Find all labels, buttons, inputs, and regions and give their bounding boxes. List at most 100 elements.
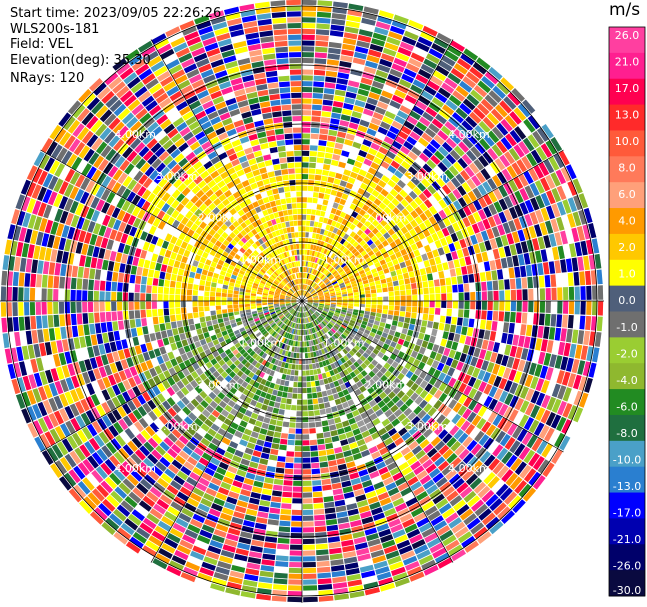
range-gate-cell <box>519 188 529 201</box>
range-gate-cell <box>460 53 475 66</box>
range-gate-cell <box>311 387 317 393</box>
range-gate-cell <box>537 459 550 474</box>
range-gate-cell <box>341 307 348 311</box>
range-gate-cell <box>302 341 305 347</box>
range-gate-cell <box>302 527 315 533</box>
range-gate-cell <box>509 278 516 290</box>
range-gate-cell <box>305 226 310 232</box>
range-gate-cell <box>307 299 313 301</box>
range-gate-cell <box>579 315 586 330</box>
range-gate-cell <box>410 219 418 228</box>
range-gate-cell <box>314 514 325 521</box>
range-gate-cell <box>345 431 354 439</box>
range-gate-cell <box>2 333 10 349</box>
range-gate-cell <box>216 314 223 319</box>
range-gate-cell <box>388 382 397 391</box>
range-gate-cell <box>336 266 342 272</box>
range-gate-cell <box>504 344 512 356</box>
range-gate-cell <box>444 169 455 180</box>
range-gate-cell <box>350 116 361 124</box>
range-gate-cell <box>349 203 357 211</box>
range-gate-cell <box>482 218 491 230</box>
range-gate-cell <box>367 260 374 267</box>
range-gate-cell <box>509 476 523 490</box>
range-gate-cell <box>359 327 365 332</box>
range-gate-cell <box>365 338 372 345</box>
range-gate-cell <box>489 238 498 250</box>
range-gate-cell <box>375 312 382 318</box>
range-gate-cell <box>371 297 377 301</box>
range-gate-cell <box>461 266 468 275</box>
range-gate-cell <box>128 310 135 320</box>
range-gate-cell <box>308 280 311 286</box>
range-gate-cell <box>293 463 302 469</box>
range-gate-cell <box>12 287 18 301</box>
range-gate-cell <box>100 322 107 333</box>
range-gate-cell <box>426 357 434 366</box>
range-gate-cell <box>442 486 455 498</box>
range-gate-cell <box>392 386 401 395</box>
range-gate-cell <box>470 89 484 102</box>
range-gate-cell <box>302 92 313 98</box>
range-gate-cell <box>443 374 452 385</box>
range-gate-cell <box>455 85 469 98</box>
range-gate-cell <box>523 417 535 431</box>
range-gate-cell <box>362 177 371 186</box>
range-gate-cell <box>285 457 294 463</box>
range-gate-cell <box>333 234 340 241</box>
range-gate-cell <box>477 405 488 417</box>
range-gate-cell <box>588 362 597 378</box>
range-gate-cell <box>406 295 412 301</box>
range-gate-cell <box>557 301 563 314</box>
range-gate-cell <box>270 395 277 402</box>
range-gate-cell <box>86 383 96 396</box>
range-gate-cell <box>302 57 314 64</box>
range-gate-cell <box>528 288 534 301</box>
range-gate-cell <box>315 169 323 175</box>
range-gate-cell <box>323 217 329 224</box>
range-gate-cell <box>462 217 471 228</box>
range-gate-cell <box>543 159 555 174</box>
range-gate-cell <box>310 215 316 221</box>
range-gate-cell <box>410 210 419 219</box>
range-gate-cell <box>571 227 580 242</box>
range-gate-cell <box>280 433 288 439</box>
range-gate-cell <box>299 347 302 353</box>
range-gate-cell <box>545 220 554 234</box>
range-gate-cell <box>387 345 395 353</box>
range-gate-cell <box>425 53 440 65</box>
range-gate-cell <box>175 253 183 262</box>
range-gate-cell <box>382 309 388 315</box>
range-gate-cell <box>406 289 412 296</box>
range-gate-cell <box>441 465 453 476</box>
range-gate-cell <box>440 338 448 347</box>
range-gate-cell <box>423 428 433 438</box>
range-gate-cell <box>274 572 288 579</box>
range-gate-cell <box>380 278 387 284</box>
range-gate-cell <box>319 379 325 386</box>
range-gate-cell <box>316 549 329 556</box>
range-gate-cell <box>506 356 515 369</box>
range-gate-cell <box>399 189 408 198</box>
range-gate-cell <box>415 121 428 132</box>
range-gate-cell <box>467 495 481 508</box>
range-gate-cell <box>304 291 307 296</box>
range-gate-cell <box>105 281 112 291</box>
range-gate-cell <box>369 352 377 359</box>
range-gate-cell <box>486 362 495 373</box>
range-gate-cell <box>326 448 335 455</box>
range-gate-cell <box>321 312 327 317</box>
range-gate-cell <box>311 268 315 274</box>
range-gate-cell <box>453 259 461 268</box>
range-gate-cell <box>308 273 311 279</box>
range-gate-cell <box>424 244 432 253</box>
range-gate-cell <box>215 296 221 301</box>
range-gate-cell <box>366 97 378 106</box>
range-gate-cell <box>577 330 585 345</box>
range-gate-cell <box>379 336 387 343</box>
range-gate-cell <box>222 309 228 314</box>
range-gate-cell <box>560 259 567 273</box>
range-gate-cell <box>117 282 123 292</box>
range-gate-cell <box>363 342 370 349</box>
range-gate-cell <box>330 232 336 239</box>
